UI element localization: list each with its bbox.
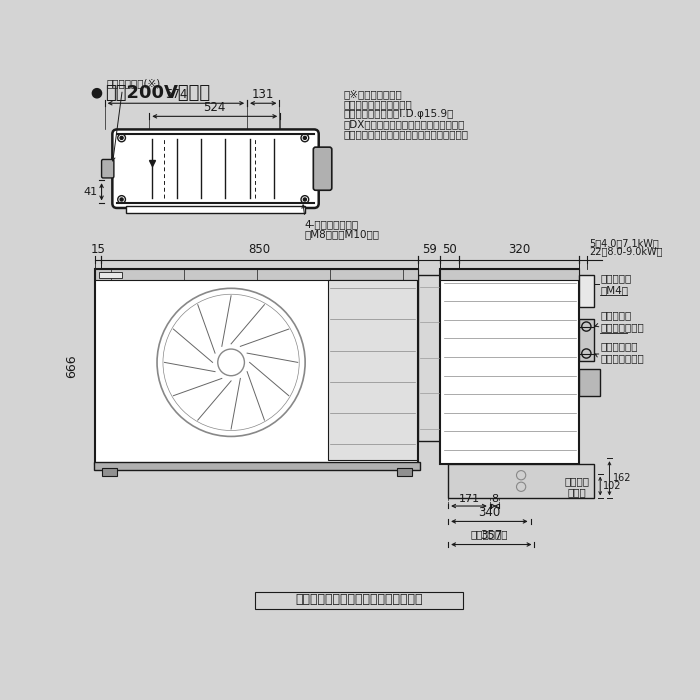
Text: 357: 357 — [480, 529, 503, 542]
Bar — [579, 275, 594, 307]
Bar — [328, 281, 417, 460]
Text: サービス
ポート: サービス ポート — [565, 476, 589, 498]
Text: ドレン管継手は取り付けないでください。: ドレン管継手は取り付けないでください。 — [344, 130, 468, 139]
Text: 8: 8 — [491, 494, 498, 504]
Bar — [95, 269, 419, 279]
Bar — [99, 272, 122, 278]
Text: 59: 59 — [422, 244, 437, 256]
FancyBboxPatch shape — [102, 160, 114, 178]
Bar — [95, 269, 419, 463]
Bar — [397, 468, 412, 476]
Circle shape — [120, 198, 123, 201]
Bar — [419, 275, 440, 440]
Text: 液管閉鎖弁
（フレア接続）: 液管閉鎖弁 （フレア接続） — [600, 310, 644, 332]
FancyBboxPatch shape — [112, 130, 318, 208]
Text: 22（8.0-9.0kW）: 22（8.0-9.0kW） — [589, 246, 663, 256]
Text: 単相200Vタイプ: 単相200Vタイプ — [105, 84, 210, 102]
Text: 574: 574 — [164, 88, 187, 101]
Text: ドレン管継手取付可能: ドレン管継手取付可能 — [344, 99, 412, 109]
Text: 102: 102 — [603, 481, 622, 491]
Text: 50: 50 — [442, 244, 457, 256]
Text: 524: 524 — [204, 101, 226, 114]
Text: （M8またはM10用）: （M8またはM10用） — [305, 229, 380, 239]
Text: 850: 850 — [248, 244, 271, 256]
Text: （接続ホース径　I.D.φ15.9）: （接続ホース径 I.D.φ15.9） — [344, 109, 454, 120]
Text: （※）ドレン出口部: （※）ドレン出口部 — [344, 90, 402, 99]
Bar — [448, 463, 594, 498]
Bar — [579, 318, 594, 361]
Bar — [126, 206, 305, 214]
Text: 340: 340 — [478, 506, 500, 519]
Bar — [255, 592, 463, 609]
Text: 666: 666 — [64, 354, 78, 378]
Text: ＜閉鎖弁カバー及び遮蔽板取外し時＞: ＜閉鎖弁カバー及び遮蔽板取外し時＞ — [295, 594, 423, 606]
Text: 4-基礎ボルト用穴: 4-基礎ボルト用穴 — [305, 218, 359, 229]
Text: 171: 171 — [458, 494, 480, 504]
Text: 162: 162 — [612, 473, 631, 483]
Circle shape — [303, 136, 307, 139]
Text: ガス管閉鎖弁
（フレア接続）: ガス管閉鎖弁 （フレア接続） — [600, 341, 644, 363]
Text: 320: 320 — [508, 244, 530, 256]
Bar — [102, 468, 117, 476]
Bar — [440, 269, 579, 279]
Text: （脚ピッチ）: （脚ピッチ） — [470, 529, 508, 539]
Circle shape — [120, 136, 123, 139]
FancyBboxPatch shape — [314, 147, 332, 190]
Text: 131: 131 — [252, 88, 274, 101]
Text: 15: 15 — [91, 244, 106, 256]
Bar — [579, 369, 600, 396]
Text: 5（4.0～7.1kW）: 5（4.0～7.1kW） — [589, 238, 659, 248]
Text: ドレン出口部(※): ドレン出口部(※) — [107, 78, 161, 88]
Text: DXシリーズはドレン水凍結防止のため: DXシリーズはドレン水凍結防止のため — [344, 120, 465, 130]
Circle shape — [92, 89, 102, 98]
Circle shape — [303, 198, 307, 201]
Bar — [94, 462, 420, 470]
Text: 41: 41 — [83, 187, 98, 197]
Bar — [440, 269, 579, 463]
Text: アース端子
（M4）: アース端子 （M4） — [600, 274, 631, 295]
